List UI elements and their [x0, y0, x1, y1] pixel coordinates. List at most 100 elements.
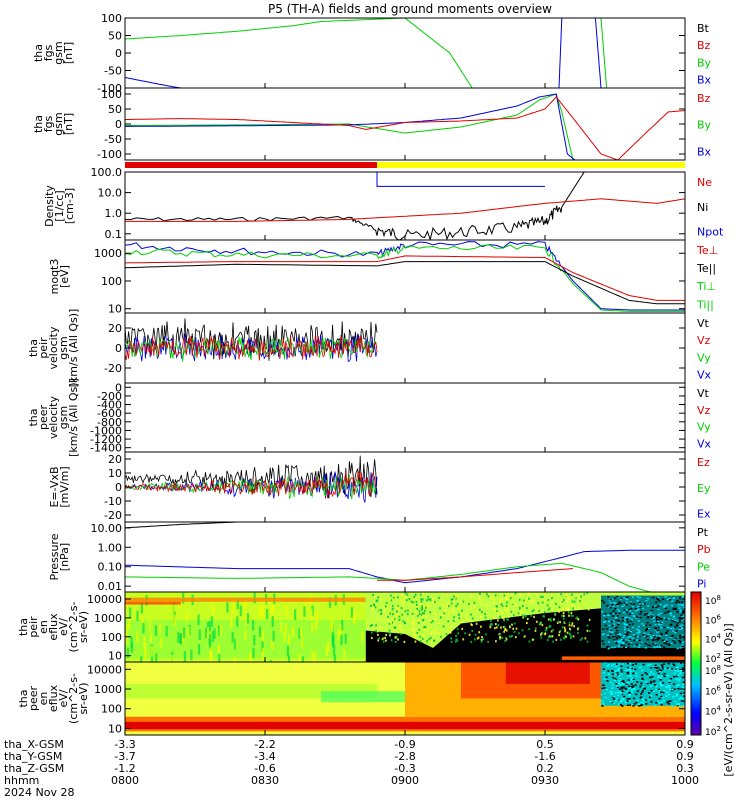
spectrogram-cell — [610, 692, 614, 695]
spectrogram-cell — [503, 630, 506, 633]
spectrogram-cell — [614, 617, 617, 620]
spectrogram-cell — [561, 600, 564, 604]
noise-trace-green — [125, 475, 378, 500]
legend-entry: By — [697, 56, 712, 69]
y-tick-label: 100 — [101, 88, 122, 101]
spectrogram-cell — [614, 602, 617, 605]
spectrogram-cell — [633, 645, 636, 647]
spectrogram-cell — [644, 629, 648, 632]
spectrogram-cell — [304, 600, 307, 612]
spectrogram-cell — [630, 683, 633, 685]
spectrogram-cell — [125, 683, 377, 699]
spectrogram-cell — [457, 632, 460, 635]
spectrogram-cell — [637, 608, 640, 611]
spectrogram-cell — [659, 669, 662, 671]
spectrogram-cell — [519, 609, 522, 612]
spectrogram-cell — [625, 616, 629, 618]
spectrogram-cell — [413, 628, 416, 632]
y-axis-label: peer — [37, 405, 50, 431]
panel-content — [125, 241, 685, 312]
spectrogram-cell — [630, 602, 633, 605]
y-axis-label: [mV/m] — [58, 466, 71, 507]
spectrogram-cell — [626, 672, 630, 674]
spectrogram-cell — [661, 675, 664, 677]
spectrogram-cell — [602, 668, 605, 670]
spectrogram-cell — [659, 612, 662, 615]
y-axis-label: eV/ — [57, 689, 70, 707]
spectrogram-cell — [607, 673, 611, 676]
spectrogram-cell — [424, 609, 426, 612]
spectrogram-cell — [370, 636, 373, 640]
spectrogram-cell — [550, 635, 553, 638]
spectrogram-cell — [380, 626, 383, 630]
spectrogram-cell — [303, 606, 306, 617]
spectrogram-cell — [673, 641, 677, 644]
legend-entry: Pb — [697, 543, 711, 556]
spectrogram-cell — [453, 595, 455, 598]
spectrogram-cell — [561, 626, 564, 629]
spectrogram-cell — [511, 623, 513, 626]
y-tick-label: 100 — [101, 703, 122, 716]
spectrogram-cell — [638, 703, 641, 705]
spectrogram-cell — [402, 630, 405, 633]
spectrogram-cell — [681, 596, 684, 598]
spectrogram-cell — [656, 620, 659, 622]
spectrogram-cell — [609, 606, 612, 609]
spectrogram-cell — [681, 686, 684, 688]
spectrogram-cell — [310, 609, 313, 621]
spectrogram-cell — [626, 690, 629, 693]
spectrogram-cell — [616, 698, 619, 700]
spectrogram-cell — [401, 613, 404, 616]
spectrogram-cell — [431, 640, 433, 643]
spectrogram-cell — [507, 618, 509, 621]
spectrogram-cell — [663, 668, 666, 670]
spectrogram-cell — [458, 617, 461, 620]
y-axis-label: en — [37, 692, 50, 706]
spectrogram-cell — [681, 670, 685, 672]
spectrogram-cell — [615, 632, 618, 634]
spectrogram-cell — [601, 700, 604, 702]
spectrogram-cell — [561, 614, 563, 617]
spectrogram-cell — [373, 595, 376, 598]
spectrogram-cell — [427, 605, 430, 608]
spectrogram-cell — [638, 644, 641, 646]
spectrogram-cell — [539, 633, 542, 636]
spectrogram-cell — [646, 598, 649, 600]
spectrogram-cell — [656, 636, 659, 638]
spectrogram-cell — [552, 640, 554, 643]
spectrogram-cell — [668, 680, 671, 682]
spectrogram-cell — [418, 612, 421, 616]
spectrogram-cell — [675, 686, 678, 688]
legend-entry: Ni — [697, 201, 708, 214]
y-axis-label: en — [37, 620, 50, 634]
spectrogram-cell — [372, 593, 375, 597]
spectrogram-cell — [611, 646, 614, 649]
spectrogram-cell — [650, 609, 654, 612]
spectrogram-cell — [644, 699, 648, 701]
spectrogram-cell — [668, 685, 671, 687]
spectrogram-cell — [673, 688, 676, 690]
spectrogram-cell — [607, 663, 610, 666]
spectrogram-cell — [252, 620, 255, 631]
y-tick-label: 0 — [115, 342, 122, 355]
spectrogram-cell — [676, 704, 679, 707]
spectrogram-cell — [646, 682, 649, 685]
y-tick-label: 10 — [108, 722, 122, 735]
spectrogram-cell — [677, 687, 680, 690]
spectrogram-cell — [633, 672, 636, 674]
spectrogram-cell — [660, 644, 663, 647]
y-tick-label: 1000 — [94, 247, 122, 260]
spectrogram-cell — [286, 645, 289, 657]
spectrogram-cell — [563, 637, 566, 640]
spectrogram-cell — [415, 621, 418, 624]
spectrogram-cell — [632, 678, 635, 681]
spectrogram-cell — [660, 677, 663, 680]
spectrogram-cell — [283, 631, 286, 642]
spectrogram-cell — [551, 635, 554, 638]
spectrogram-cell — [630, 685, 633, 688]
spectrogram-cell — [499, 615, 502, 618]
y-tick-label: 0 — [115, 381, 122, 394]
spectrogram-cell — [627, 662, 630, 665]
spectrogram-cell — [424, 604, 426, 608]
y-axis-label: fgs — [42, 44, 55, 61]
